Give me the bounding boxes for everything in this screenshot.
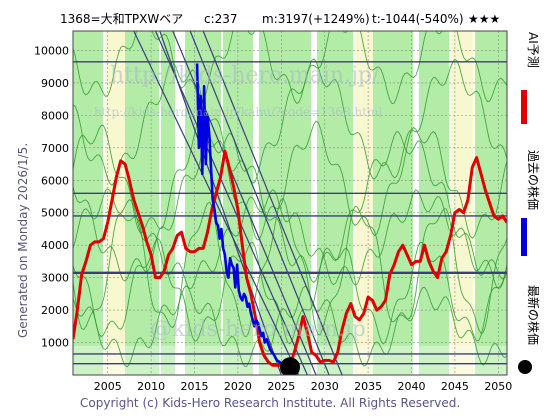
x-tick-label-8: 2045 bbox=[441, 380, 469, 393]
trend-line-3 bbox=[189, 31, 330, 375]
scenario-line-4 bbox=[73, 58, 507, 186]
scenario-line-0 bbox=[73, 285, 507, 368]
past-price-line bbox=[195, 63, 290, 369]
legend-label-past-price: 過去の株価 bbox=[526, 150, 541, 210]
x-tick-label-9: 2050 bbox=[484, 380, 512, 393]
y-tick-label-1: 2000 bbox=[41, 304, 69, 317]
x-tick-label-0: 2005 bbox=[94, 380, 122, 393]
forecast-band-8 bbox=[355, 31, 373, 375]
legend-swatch-past-price bbox=[521, 218, 527, 256]
y-tick-label-6: 7000 bbox=[41, 142, 69, 155]
forecast-band-3 bbox=[161, 31, 175, 375]
x-tick-label-7: 2040 bbox=[398, 380, 426, 393]
y-tick-label-9: 10000 bbox=[34, 44, 69, 57]
legend-item-past-price: 過去の株価 bbox=[521, 150, 541, 256]
header-stars: ★★★ bbox=[468, 12, 500, 26]
trend-line-5 bbox=[202, 31, 343, 375]
forecast-band-7 bbox=[317, 31, 353, 375]
legend-swatch-latest-price bbox=[518, 360, 532, 374]
y-tick-label-3: 4000 bbox=[41, 239, 69, 252]
header-t-label: t:-1044(-540%) bbox=[372, 12, 464, 26]
legend-label-latest-price: 最新の株価 bbox=[526, 285, 541, 345]
scenario-line-6 bbox=[73, 198, 507, 338]
header-code-name: 1368=大和TPXWベア bbox=[60, 12, 183, 26]
y-tick-label-0: 1000 bbox=[41, 337, 69, 350]
watermark-main: http://kids-hero.main.jp/ bbox=[110, 63, 380, 88]
y-tick-label-2: 3000 bbox=[41, 272, 69, 285]
scenario-line-5 bbox=[73, 31, 507, 105]
watermark-bottom: @kids-hero.main.jp bbox=[150, 317, 366, 342]
forecast-band-2 bbox=[125, 31, 159, 375]
legend-swatch-ai-forecast bbox=[521, 90, 527, 124]
generated-on-label: Generated on Monday 2026/1/5. bbox=[16, 143, 30, 338]
watermark-sub: http://kids-hero.main.jp/kabu/?code=1368… bbox=[94, 105, 382, 119]
x-tick-label-4: 2025 bbox=[267, 380, 295, 393]
x-tick-label-2: 2015 bbox=[181, 380, 209, 393]
x-tick-label-3: 2020 bbox=[224, 380, 252, 393]
y-tick-label-4: 5000 bbox=[41, 207, 69, 220]
header-c-label: c:237 bbox=[204, 12, 238, 26]
legend-item-latest-price: 最新の株価 bbox=[518, 285, 541, 374]
y-tick-label-7: 8000 bbox=[41, 109, 69, 122]
legend-item-ai-forecast: AI予測 bbox=[521, 32, 540, 124]
forecast-band-1 bbox=[105, 31, 125, 375]
trend-line-0 bbox=[133, 31, 300, 375]
x-tick-label-6: 2035 bbox=[354, 380, 382, 393]
legend-label-ai-forecast: AI予測 bbox=[526, 32, 540, 68]
scenario-line-1 bbox=[73, 237, 507, 345]
scenario-line-3 bbox=[73, 120, 507, 241]
plot-border bbox=[72, 30, 508, 376]
footer-copyright: Copyright (c) Kids-Hero Research Institu… bbox=[80, 396, 460, 410]
y-tick-label-8: 9000 bbox=[41, 77, 69, 90]
legend: AI予測 過去の株価 最新の株価 bbox=[518, 32, 541, 374]
x-tick-label-5: 2030 bbox=[311, 380, 339, 393]
y-tick-label-5: 6000 bbox=[41, 174, 69, 187]
x-tick-label-1: 2010 bbox=[137, 380, 165, 393]
header-m-label: m:3197(+1249%) bbox=[262, 12, 370, 26]
current-price-marker bbox=[280, 357, 300, 375]
trend-line-4 bbox=[159, 31, 282, 375]
scenario-line-7 bbox=[73, 131, 507, 284]
trend-line-1 bbox=[154, 31, 308, 375]
